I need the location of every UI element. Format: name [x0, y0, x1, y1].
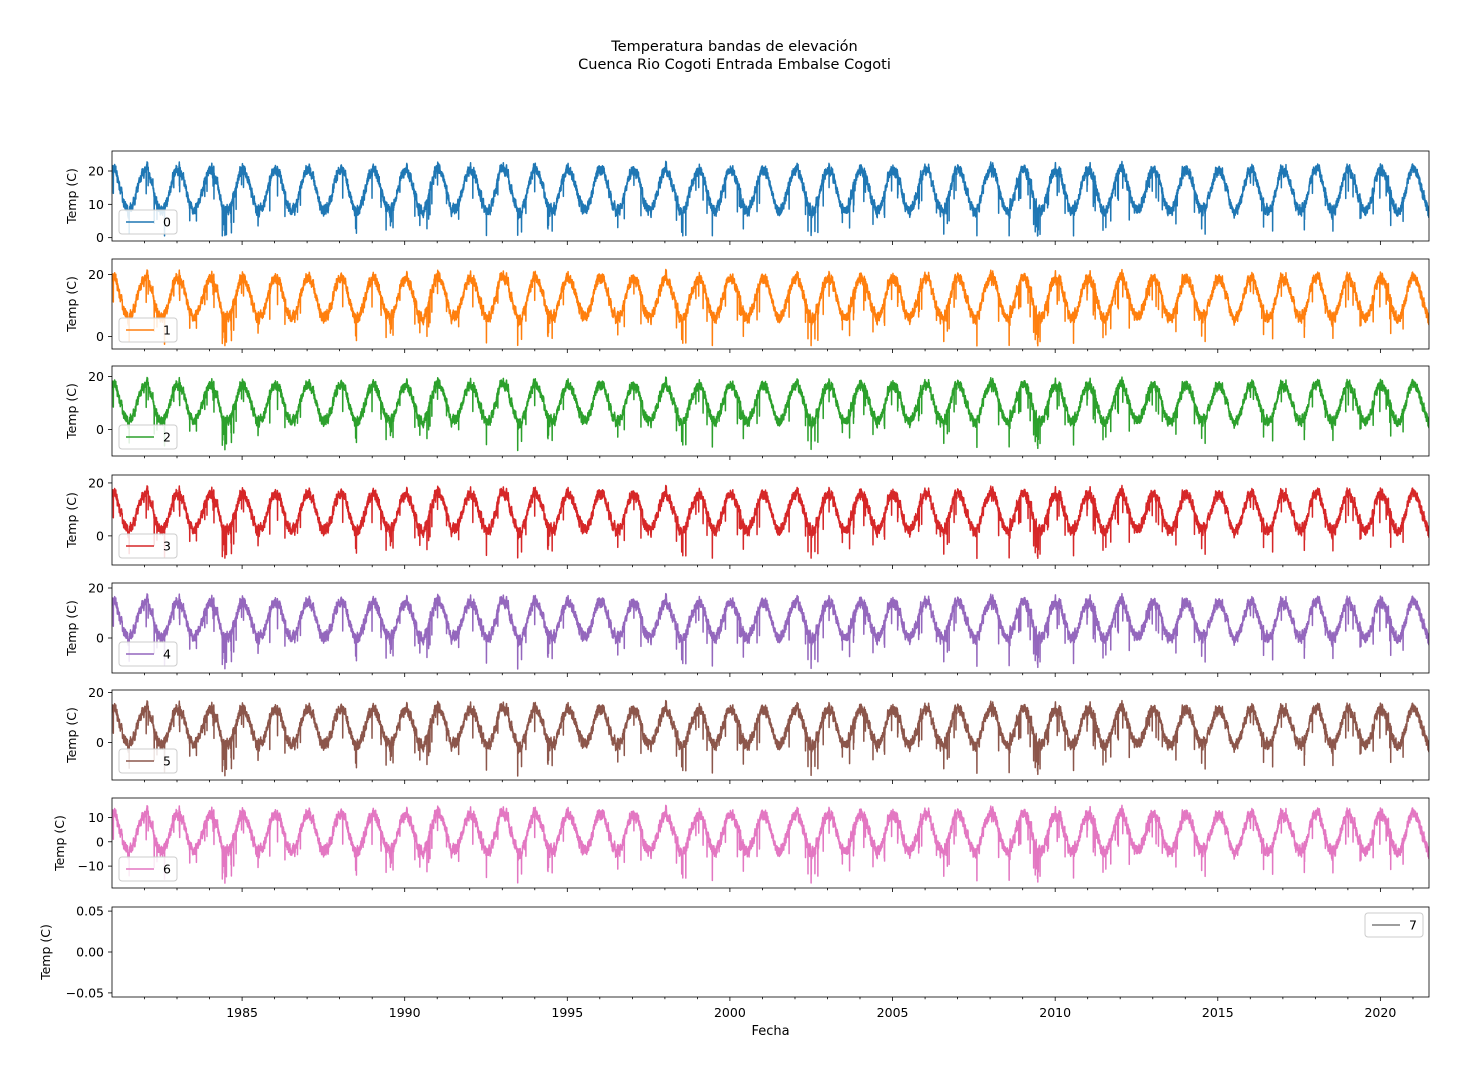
series-line-1 — [112, 268, 1429, 347]
legend-label-5: 5 — [163, 754, 171, 769]
y-tick-label-4-0: 0 — [96, 631, 104, 646]
series-line-3 — [112, 484, 1429, 560]
y-axis-label-2: Temp (C) — [64, 383, 79, 440]
chart-title-line-2: Cuenca Rio Cogoti Entrada Embalse Cogoti — [578, 57, 891, 73]
x-tick-label-2005: 2005 — [877, 1005, 909, 1020]
panel-frame-0 — [111, 150, 1430, 242]
y-tick-label-6-2: 10 — [88, 810, 104, 825]
legend-label-6: 6 — [163, 862, 171, 877]
x-tick-label-1985: 1985 — [226, 1005, 258, 1020]
y-tick-label-2-0: 0 — [96, 422, 104, 437]
x-tick-label-2010: 2010 — [1039, 1005, 1071, 1020]
series-line-5 — [112, 699, 1429, 777]
y-axis-label-7: Temp (C) — [38, 924, 53, 981]
series-line-0 — [112, 160, 1429, 237]
y-tick-label-2-1: 20 — [88, 369, 104, 384]
y-axis-label-4: Temp (C) — [64, 600, 79, 657]
panel-frame-5 — [111, 689, 1430, 781]
x-tick-label-2000: 2000 — [714, 1005, 746, 1020]
y-tick-label-1-0: 0 — [96, 329, 104, 344]
y-tick-label-7-2: 0.05 — [76, 904, 104, 919]
legend-label-1: 1 — [163, 323, 171, 338]
series-line-4 — [112, 592, 1429, 670]
series-line-2 — [112, 376, 1429, 452]
panel-frame-7 — [111, 906, 1430, 998]
chart-title-line-1: Temperatura bandas de elevación — [611, 39, 858, 55]
y-tick-label-6-0: −10 — [78, 859, 104, 874]
y-tick-label-3-0: 0 — [96, 528, 104, 543]
y-tick-label-0-1: 10 — [88, 197, 104, 212]
panel-frame-4 — [111, 582, 1430, 674]
chart-title: Temperatura bandas de elevación Cuenca R… — [0, 38, 1469, 74]
x-tick-label-2020: 2020 — [1364, 1005, 1396, 1020]
y-tick-label-5-1: 20 — [88, 685, 104, 700]
y-axis-label-1: Temp (C) — [64, 276, 79, 333]
x-tick-label-1995: 1995 — [551, 1005, 583, 1020]
legend-label-0: 0 — [163, 215, 171, 230]
y-tick-label-7-1: 0.00 — [76, 945, 104, 960]
legend-label-3: 3 — [163, 539, 171, 554]
y-tick-label-5-0: 0 — [96, 735, 104, 750]
y-axis-label-6: Temp (C) — [52, 815, 67, 872]
legend-label-4: 4 — [163, 647, 171, 662]
panel-frame-3 — [111, 474, 1430, 566]
y-tick-label-3-1: 20 — [88, 475, 104, 490]
y-axis-label-5: Temp (C) — [64, 707, 79, 764]
legend-label-7: 7 — [1409, 918, 1417, 933]
y-axis-label-3: Temp (C) — [64, 492, 79, 549]
legend-label-2: 2 — [163, 430, 171, 445]
panel-frame-6 — [111, 797, 1430, 889]
panel-frame-2 — [111, 365, 1430, 457]
x-axis-label: Fecha — [751, 1024, 790, 1039]
y-tick-label-0-2: 20 — [88, 164, 104, 179]
x-tick-label-1990: 1990 — [389, 1005, 421, 1020]
y-tick-label-1-1: 20 — [88, 267, 104, 282]
y-tick-label-7-0: −0.05 — [66, 985, 104, 1000]
y-axis-label-0: Temp (C) — [64, 168, 79, 225]
x-tick-label-2015: 2015 — [1202, 1005, 1234, 1020]
panel-frame-1 — [111, 258, 1430, 350]
y-tick-label-0-0: 0 — [96, 230, 104, 245]
series-line-6 — [112, 804, 1429, 884]
y-tick-label-6-1: 0 — [96, 834, 104, 849]
y-tick-label-4-1: 20 — [88, 581, 104, 596]
